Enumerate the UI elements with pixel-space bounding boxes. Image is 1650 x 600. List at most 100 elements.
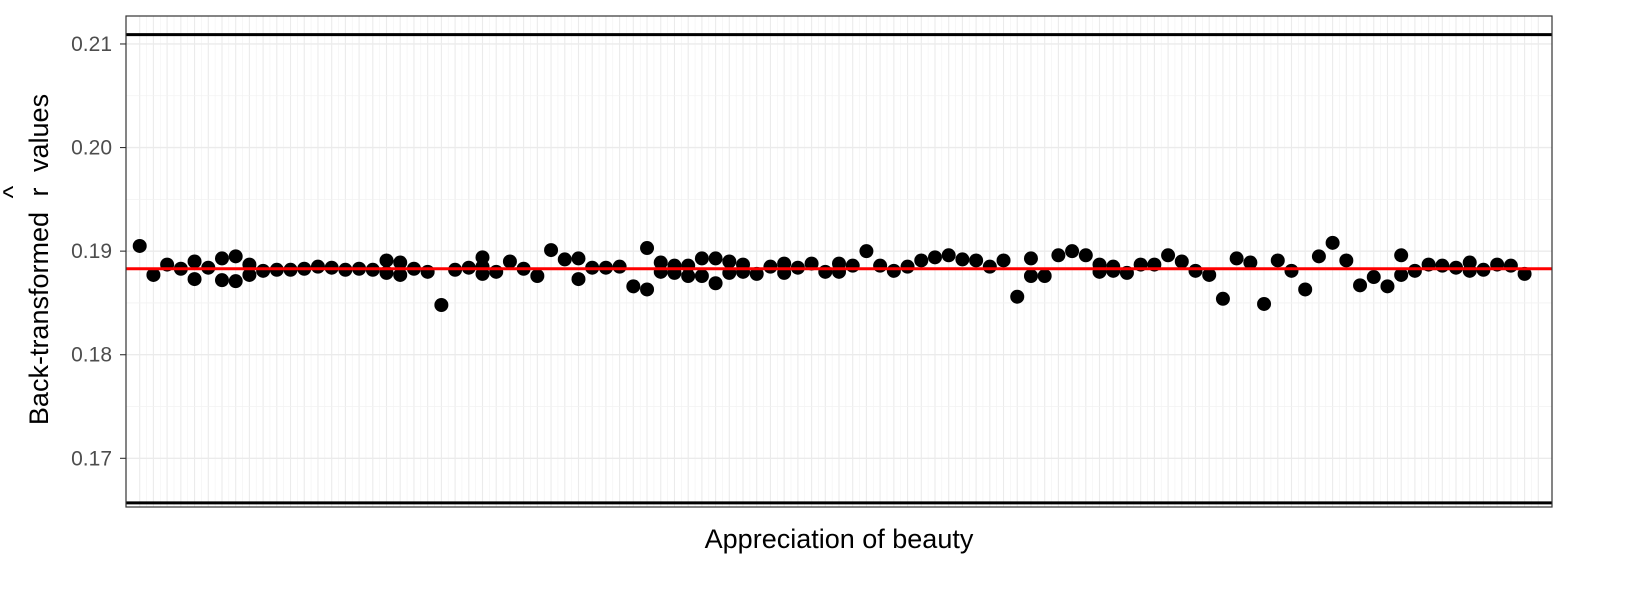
data-point (1353, 278, 1368, 293)
data-point (832, 264, 846, 279)
y-tick-label: 0.17 (71, 447, 112, 470)
plot-border (125, 15, 1553, 508)
data-point (1435, 258, 1450, 273)
data-point (214, 273, 229, 288)
data-points (132, 235, 1532, 313)
data-point (1517, 266, 1532, 281)
data-point (708, 276, 723, 291)
data-point (1394, 248, 1409, 263)
data-point (1092, 264, 1107, 279)
data-point (1325, 235, 1340, 250)
data-point (996, 253, 1011, 268)
data-point (1037, 269, 1052, 284)
data-point (1229, 251, 1244, 266)
y-axis-title-tail: values (24, 94, 54, 172)
data-point (612, 259, 627, 274)
data-point (694, 269, 709, 284)
data-point (187, 254, 202, 269)
data-point (694, 251, 709, 266)
data-point (571, 251, 586, 266)
data-point (1023, 251, 1038, 266)
data-point (393, 255, 408, 270)
data-point (640, 241, 655, 256)
data-point (132, 238, 147, 253)
data-point (146, 267, 161, 282)
data-point (544, 243, 559, 258)
data-point (681, 269, 696, 284)
data-point (1202, 267, 1217, 282)
data-point (708, 251, 723, 266)
data-point (420, 264, 435, 279)
data-point (1161, 248, 1176, 263)
data-point (228, 274, 243, 289)
data-point (941, 248, 956, 263)
y-tick-label: 0.19 (71, 240, 112, 263)
data-point (1078, 248, 1093, 263)
data-point (982, 259, 997, 274)
data-point (1051, 248, 1066, 263)
data-point (1462, 263, 1477, 278)
data-point (969, 253, 984, 268)
data-point (1257, 296, 1272, 311)
data-point (1215, 291, 1230, 306)
data-point (242, 267, 257, 282)
data-point (571, 272, 586, 287)
data-point (489, 264, 504, 279)
y-axis-title-hat: ^ (0, 185, 28, 198)
data-point (256, 263, 271, 278)
data-point (653, 264, 668, 279)
data-point (1270, 253, 1285, 268)
data-point (530, 269, 545, 284)
data-point (749, 266, 764, 281)
data-point (1106, 263, 1121, 278)
data-point (214, 251, 229, 266)
data-point (1243, 255, 1258, 270)
data-point (1311, 249, 1326, 264)
data-point (818, 264, 833, 279)
data-point (927, 250, 942, 265)
data-point (763, 259, 778, 274)
data-point (873, 258, 888, 273)
data-point (1188, 263, 1203, 278)
x-axis-title: Appreciation of beauty (705, 524, 974, 554)
data-point (1284, 263, 1299, 278)
data-point (722, 254, 737, 269)
data-point (475, 250, 490, 265)
data-point (502, 254, 517, 269)
y-tick-label: 0.21 (71, 33, 112, 56)
y-tick-label: 0.18 (71, 344, 112, 367)
data-point (393, 267, 408, 282)
data-point (1298, 282, 1313, 297)
y-axis-title-symbol: r (24, 187, 54, 196)
data-point (1394, 267, 1409, 282)
data-point (1366, 270, 1381, 285)
y-axis-title-main: Back-transformed (24, 212, 54, 425)
data-point (900, 259, 915, 274)
data-point (475, 266, 490, 281)
data-point (1065, 244, 1080, 259)
data-point (626, 279, 641, 294)
y-axis-ticks: 0.17 0.18 0.19 0.20 0.21 (71, 33, 126, 470)
data-point (1380, 279, 1395, 294)
data-point (845, 258, 860, 273)
data-point (1339, 253, 1354, 268)
svg-text:Back-transformed r: Back-transformed r values (24, 94, 54, 425)
data-point (557, 252, 572, 267)
data-point (804, 256, 819, 271)
data-point (1174, 254, 1189, 269)
data-point (228, 249, 243, 264)
data-point (1010, 289, 1025, 304)
reference-lines (126, 33, 1552, 505)
data-point (1503, 258, 1518, 273)
data-point (955, 252, 970, 267)
data-point (914, 253, 929, 268)
data-point (859, 244, 874, 259)
data-point (310, 259, 325, 274)
data-point (886, 263, 901, 278)
y-tick-label: 0.20 (71, 137, 112, 160)
data-point (1023, 269, 1038, 284)
data-point (1407, 263, 1422, 278)
data-point (187, 272, 202, 287)
data-point (640, 282, 655, 297)
